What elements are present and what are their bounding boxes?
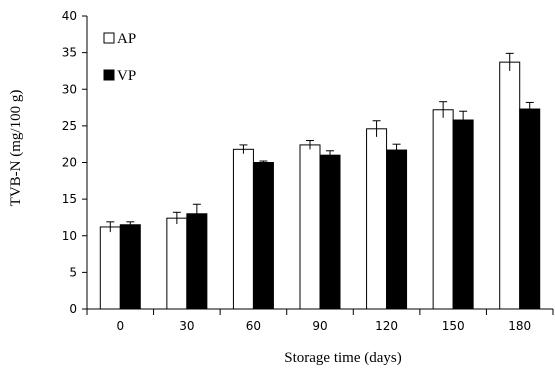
bar-ap-90 <box>299 144 321 310</box>
bar-ap-180 <box>499 61 521 310</box>
x-tick-label-60: 60 <box>246 319 261 333</box>
bar-ap-120 <box>366 128 388 310</box>
bar-vp-90 <box>319 154 341 310</box>
bar-vp-180 <box>519 108 541 310</box>
y-tick-label-35: 35 <box>62 46 77 60</box>
y-tick-label-10: 10 <box>62 229 77 243</box>
bar-vp-150 <box>452 119 474 310</box>
plot-area: 0 5 10 15 20 25 30 35 40 0 30 60 90 120 150 180 <box>62 9 554 333</box>
bar-vp-0 <box>119 224 141 310</box>
x-axis-title: Storage time (days) <box>284 350 401 366</box>
x-tick-label-120: 120 <box>375 319 398 333</box>
legend: AP VP <box>103 31 136 84</box>
bar-vp-60 <box>252 162 274 310</box>
legend-label-vp: VP <box>117 68 136 84</box>
y-tick-label-15: 15 <box>62 192 77 206</box>
y-axis-title: TVB-N (mg/100 g) <box>8 90 24 207</box>
bar-vp-30 <box>186 213 208 310</box>
bar-ap-0 <box>99 226 121 310</box>
x-tick-label-150: 150 <box>442 319 465 333</box>
y-tick-label-20: 20 <box>62 156 77 170</box>
legend-swatch-ap <box>103 32 115 44</box>
y-tick-label-5: 5 <box>69 265 77 279</box>
y-tick-label-0: 0 <box>69 302 77 316</box>
x-tick-label-90: 90 <box>312 319 327 333</box>
y-tick-label-30: 30 <box>62 82 77 96</box>
bar-ap-150 <box>432 109 454 310</box>
bar-ap-60 <box>232 148 254 310</box>
legend-label-ap: AP <box>117 31 136 47</box>
y-tick-label-40: 40 <box>62 9 77 23</box>
x-tick-label-0: 0 <box>116 319 124 333</box>
legend-swatch-vp <box>103 69 115 81</box>
bar-vp-120 <box>386 149 408 310</box>
y-tick-label-25: 25 <box>62 119 77 133</box>
x-tick-label-30: 30 <box>179 319 194 333</box>
bar-ap-30 <box>166 217 188 310</box>
x-tick-label-180: 180 <box>508 319 531 333</box>
